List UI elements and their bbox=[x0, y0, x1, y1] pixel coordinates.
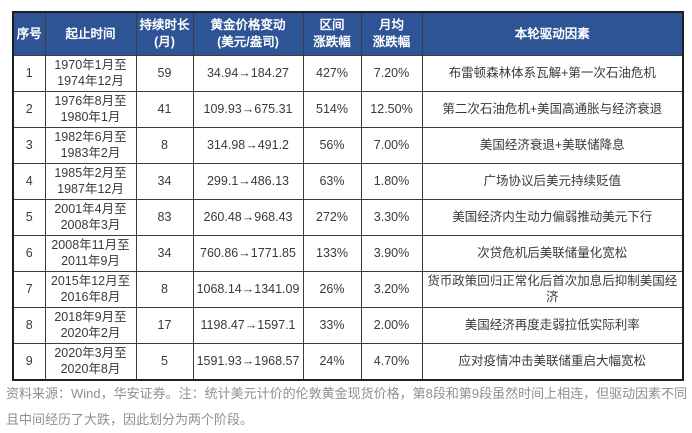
cell-driver: 布雷顿森林体系瓦解+第一次石油危机 bbox=[421, 55, 684, 92]
table-row: 4 1985年2月至 1987年12月 34 299.1→486.13 63% … bbox=[12, 163, 684, 200]
table-row: 9 2020年3月至 2020年8月 5 1591.93→1968.57 24%… bbox=[12, 343, 684, 381]
cell-duration-months: 83 bbox=[135, 199, 194, 236]
col-header-duration: 持续时长 (月) bbox=[135, 11, 194, 56]
cell-range-change: 514% bbox=[302, 91, 362, 128]
cell-period: 2008年11月至 2011年9月 bbox=[44, 235, 137, 272]
cell-duration-months: 17 bbox=[135, 307, 194, 344]
cell-period: 1985年2月至 1987年12月 bbox=[44, 163, 137, 200]
cell-index: 6 bbox=[12, 235, 46, 272]
cell-index: 8 bbox=[12, 307, 46, 344]
cell-monthly-change: 1.80% bbox=[360, 163, 423, 200]
cell-range-change: 427% bbox=[302, 55, 362, 92]
cell-period: 2020年3月至 2020年8月 bbox=[44, 343, 137, 381]
cell-index: 7 bbox=[12, 271, 46, 308]
cell-range-change: 33% bbox=[302, 307, 362, 344]
col-header-driver: 本轮驱动因素 bbox=[421, 11, 684, 56]
cell-range-change: 24% bbox=[302, 343, 362, 381]
cell-range-change: 56% bbox=[302, 127, 362, 164]
col-header-range-change: 区间 涨跌幅 bbox=[302, 11, 362, 56]
cell-driver: 应对疫情冲击美联储重启大幅宽松 bbox=[421, 343, 684, 381]
col-header-price-change: 黄金价格变动 (美元/盎司) bbox=[192, 11, 304, 56]
cell-driver: 广场协议后美元持续贬值 bbox=[421, 163, 684, 200]
cell-duration-months: 59 bbox=[135, 55, 194, 92]
cell-duration-months: 34 bbox=[135, 163, 194, 200]
cell-price-change: 1068.14→1341.09 bbox=[192, 271, 304, 308]
table-row: 7 2015年12月至 2016年8月 8 1068.14→1341.09 26… bbox=[12, 271, 684, 308]
cell-duration-months: 34 bbox=[135, 235, 194, 272]
cell-monthly-change: 4.70% bbox=[360, 343, 423, 381]
cell-duration-months: 8 bbox=[135, 127, 194, 164]
cell-price-change: 34.94→184.27 bbox=[192, 55, 304, 92]
cell-period: 2015年12月至 2016年8月 bbox=[44, 271, 137, 308]
cell-period: 2018年9月至 2020年2月 bbox=[44, 307, 137, 344]
header-row: 序号 起止时间 持续时长 (月) 黄金价格变动 (美元/盎司) 区间 涨跌幅 月… bbox=[12, 11, 684, 56]
table-row: 2 1976年8月至 1980年1月 41 109.93→675.31 514%… bbox=[12, 91, 684, 128]
table-row: 5 2001年4月至 2008年3月 83 260.48→968.43 272%… bbox=[12, 199, 684, 236]
cell-driver: 货币政策回归正常化后首次加息后抑制美国经济 bbox=[421, 271, 684, 308]
cell-period: 1970年1月至 1974年12月 bbox=[44, 55, 137, 92]
cell-driver: 美国经济内生动力偏弱推动美元下行 bbox=[421, 199, 684, 236]
cell-period: 2001年4月至 2008年3月 bbox=[44, 199, 137, 236]
cell-driver: 次贷危机后美联储量化宽松 bbox=[421, 235, 684, 272]
col-header-period: 起止时间 bbox=[44, 11, 137, 56]
cell-monthly-change: 2.00% bbox=[360, 307, 423, 344]
cell-index: 3 bbox=[12, 127, 46, 164]
cell-price-change: 109.93→675.31 bbox=[192, 91, 304, 128]
cell-price-change: 1591.93→1968.57 bbox=[192, 343, 304, 381]
table-row: 3 1982年6月至 1983年2月 8 314.98→491.2 56% 7.… bbox=[12, 127, 684, 164]
cell-duration-months: 5 bbox=[135, 343, 194, 381]
cell-range-change: 26% bbox=[302, 271, 362, 308]
cell-index: 1 bbox=[12, 55, 46, 92]
cell-monthly-change: 7.00% bbox=[360, 127, 423, 164]
cell-index: 9 bbox=[12, 343, 46, 381]
cell-price-change: 1198.47→1597.1 bbox=[192, 307, 304, 344]
cell-driver: 第二次石油危机+美国高通胀与经济衰退 bbox=[421, 91, 684, 128]
cell-monthly-change: 7.20% bbox=[360, 55, 423, 92]
table-row: 6 2008年11月至 2011年9月 34 760.86→1771.85 13… bbox=[12, 235, 684, 272]
table-body: 1 1970年1月至 1974年12月 59 34.94→184.27 427%… bbox=[12, 55, 684, 381]
cell-index: 4 bbox=[12, 163, 46, 200]
cell-monthly-change: 12.50% bbox=[360, 91, 423, 128]
cell-driver: 美国经济再度走弱拉低实际利率 bbox=[421, 307, 684, 344]
cell-range-change: 272% bbox=[302, 199, 362, 236]
cell-monthly-change: 3.30% bbox=[360, 199, 423, 236]
cell-price-change: 260.48→968.43 bbox=[192, 199, 304, 236]
cell-driver: 美国经济衰退+美联储降息 bbox=[421, 127, 684, 164]
source-note: 资料来源：Wind，华安证券。注：统计美元计价的伦敦黄金现货价格，第8段和第9段… bbox=[6, 386, 688, 427]
cell-duration-months: 41 bbox=[135, 91, 194, 128]
cell-monthly-change: 3.20% bbox=[360, 271, 423, 308]
gold-bull-phases-table: 序号 起止时间 持续时长 (月) 黄金价格变动 (美元/盎司) 区间 涨跌幅 月… bbox=[12, 11, 684, 381]
cell-period: 1982年6月至 1983年2月 bbox=[44, 127, 137, 164]
table-header: 序号 起止时间 持续时长 (月) 黄金价格变动 (美元/盎司) 区间 涨跌幅 月… bbox=[12, 11, 684, 56]
cell-price-change: 299.1→486.13 bbox=[192, 163, 304, 200]
cell-price-change: 314.98→491.2 bbox=[192, 127, 304, 164]
cell-monthly-change: 3.90% bbox=[360, 235, 423, 272]
col-header-index: 序号 bbox=[12, 11, 46, 56]
cell-period: 1976年8月至 1980年1月 bbox=[44, 91, 137, 128]
cell-duration-months: 8 bbox=[135, 271, 194, 308]
col-header-monthly-change: 月均 涨跌幅 bbox=[360, 11, 423, 56]
table-row: 1 1970年1月至 1974年12月 59 34.94→184.27 427%… bbox=[12, 55, 684, 92]
cell-index: 5 bbox=[12, 199, 46, 236]
cell-range-change: 63% bbox=[302, 163, 362, 200]
cell-price-change: 760.86→1771.85 bbox=[192, 235, 304, 272]
table-row: 8 2018年9月至 2020年2月 17 1198.47→1597.1 33%… bbox=[12, 307, 684, 344]
cell-index: 2 bbox=[12, 91, 46, 128]
cell-range-change: 133% bbox=[302, 235, 362, 272]
